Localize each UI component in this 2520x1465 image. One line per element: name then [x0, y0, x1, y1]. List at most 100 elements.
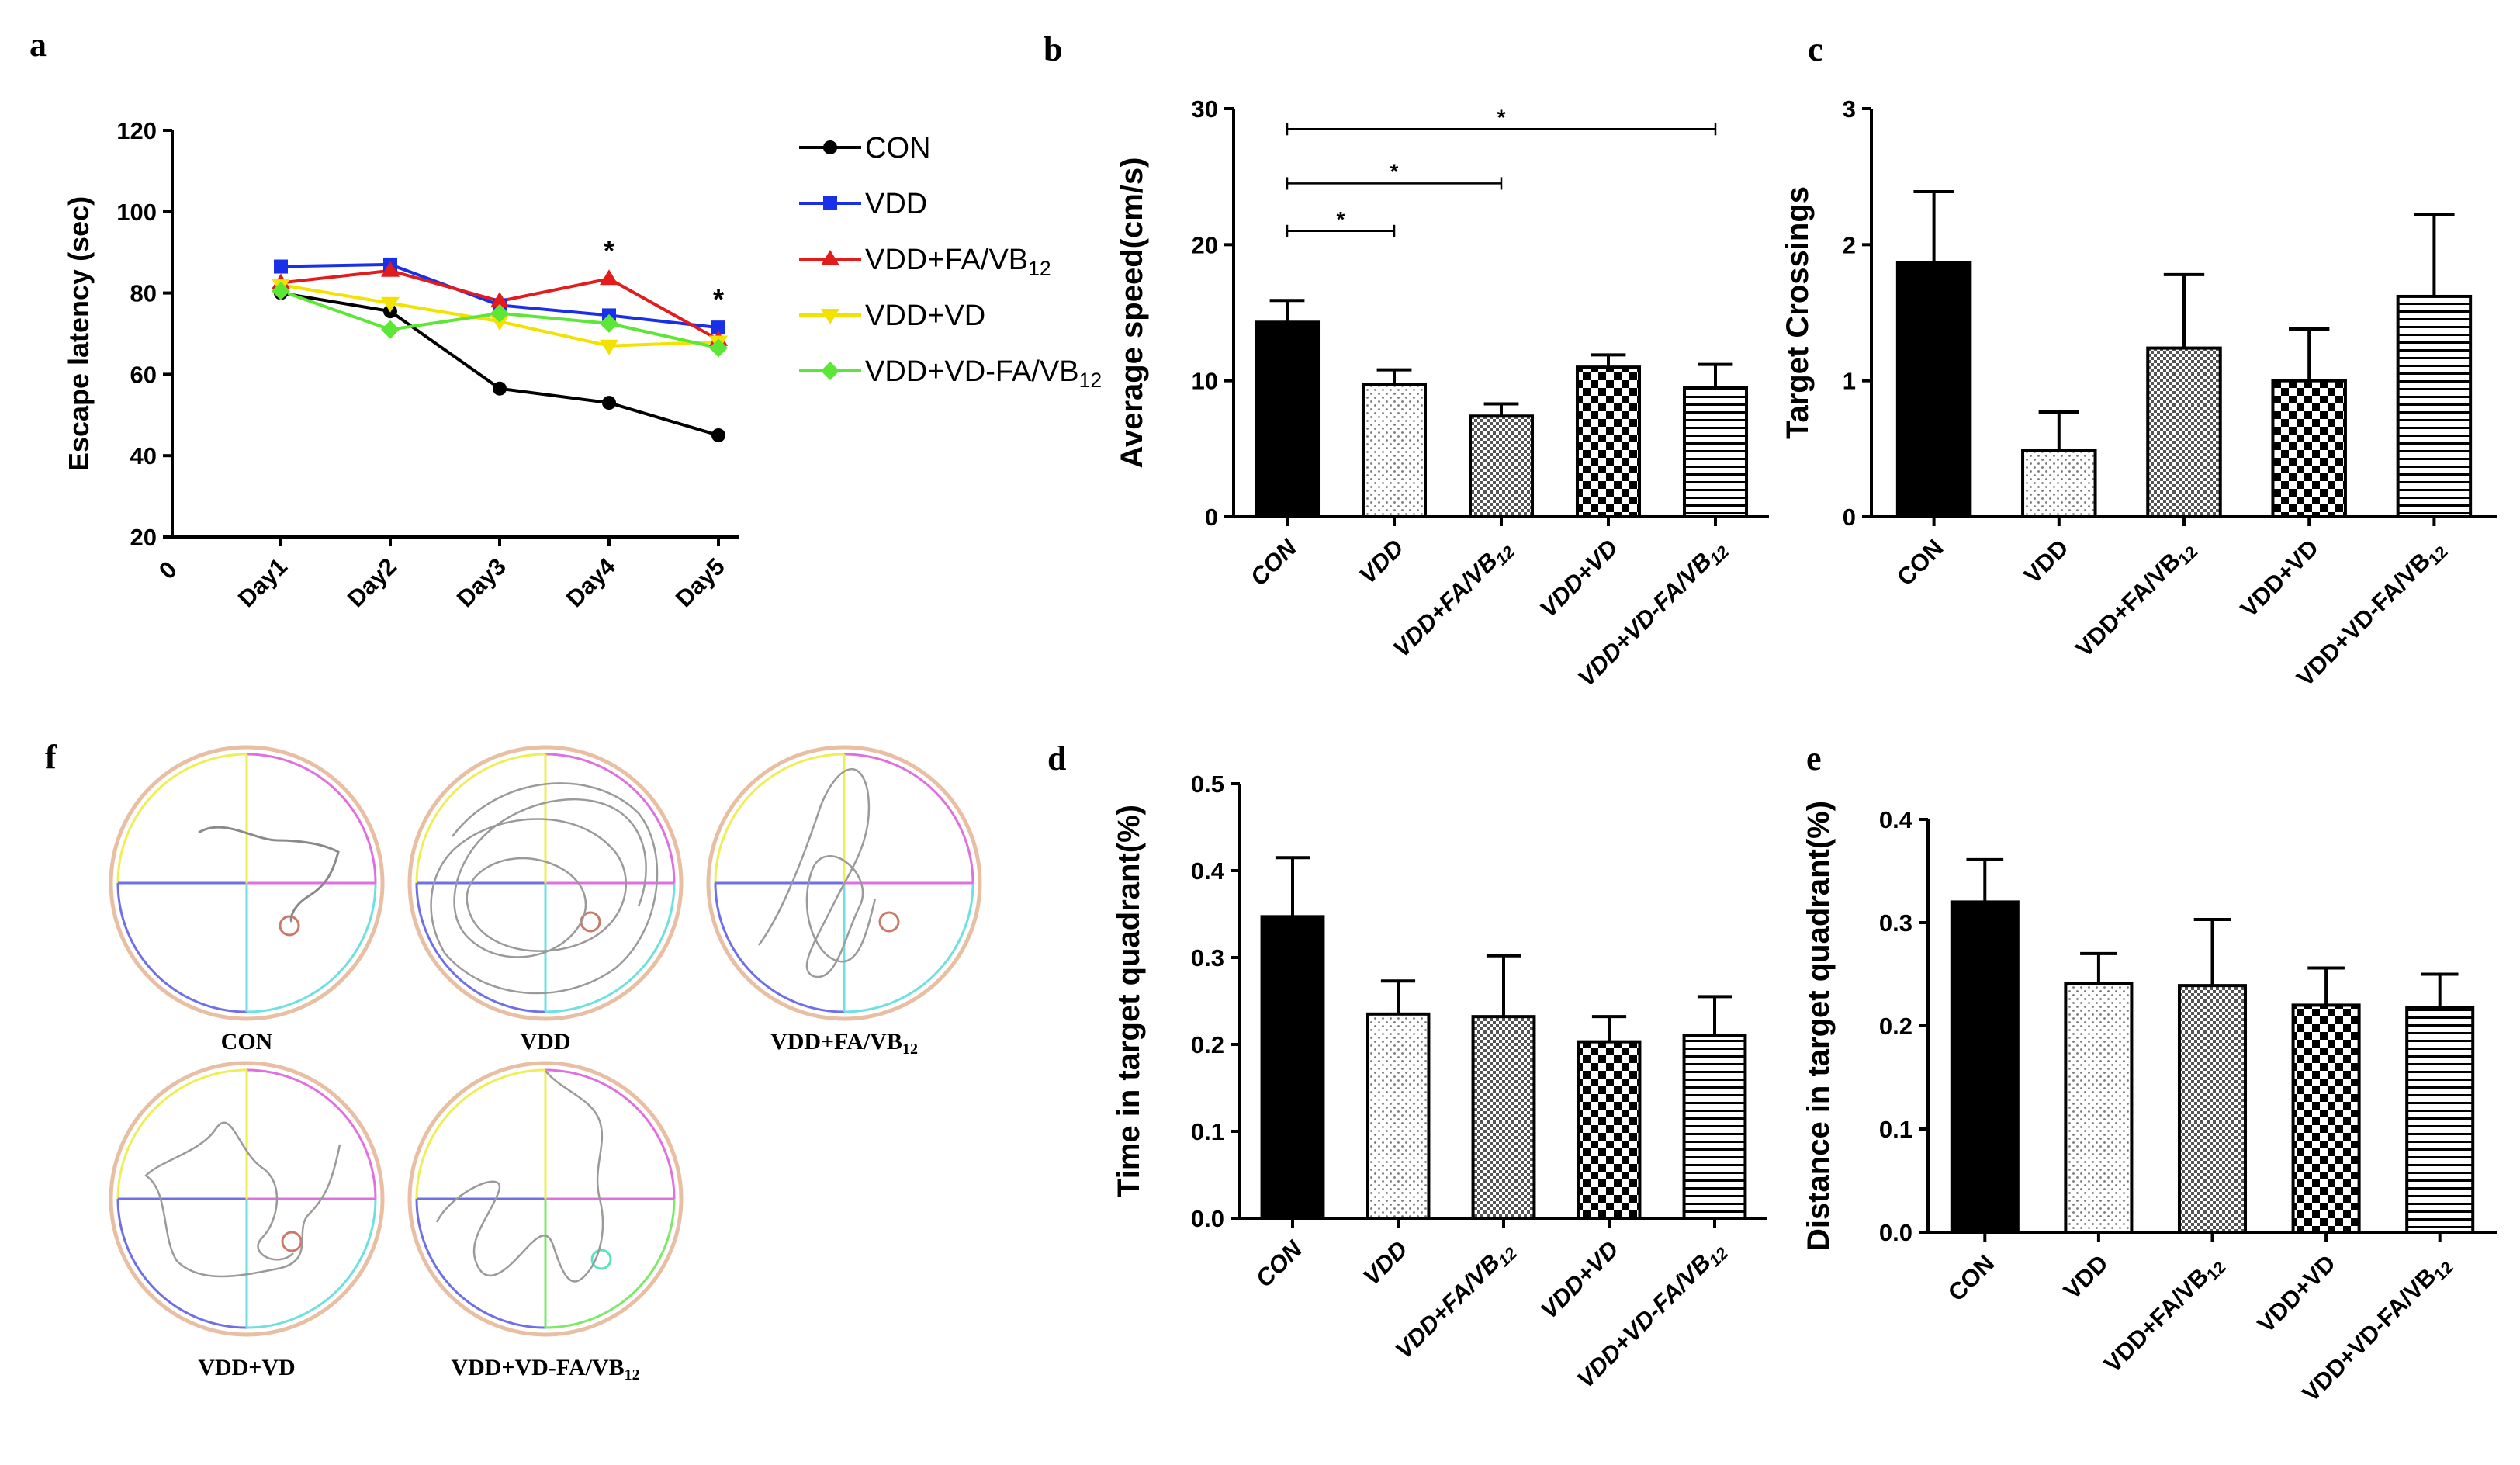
y-tick-label: 0.1: [1879, 1116, 1912, 1143]
quadrant-sw: [415, 1198, 546, 1329]
x-tick-label: CON: [1943, 1249, 1999, 1306]
quadrant-sw: [714, 882, 845, 1013]
bar: [2271, 379, 2347, 518]
panel-d-bar-chart: d 0.0 0.1 0.2 0.3 0.4 0.5 Time in target quadra…: [1047, 739, 1767, 1393]
arena-rim: [407, 1061, 684, 1337]
bar: [1361, 383, 1428, 518]
swim-path: [144, 1121, 341, 1278]
bar: [1682, 1034, 1747, 1221]
platform: [878, 911, 900, 933]
y-axis-title: Distance in target quadrant(%): [1802, 801, 1836, 1251]
bar: [1682, 386, 1749, 518]
legend-label: VDD+VD-FA/VB12: [865, 355, 1102, 392]
y-tick-label: 30: [1192, 95, 1218, 123]
y-tick-label: 0.0: [1879, 1219, 1912, 1246]
platform: [279, 915, 300, 937]
bar: [1471, 1015, 1536, 1221]
y-tick-label: 0.2: [1191, 1031, 1224, 1058]
x-tick-label: VDD: [2058, 1249, 2113, 1304]
bar: [1950, 900, 2020, 1235]
arena-vdd-fa-vb12-label: VDD+FA/VB12: [770, 1029, 918, 1058]
arena-rim: [109, 745, 385, 1021]
y-tick-label: 100: [116, 199, 157, 226]
y-tick-label: 0: [1843, 504, 1856, 531]
y-tick-label: 2: [1843, 231, 1856, 258]
swim-path: [198, 826, 340, 923]
x-tick-label: Day2: [342, 552, 402, 612]
significance-asterisk: *: [1497, 105, 1506, 129]
legend-label: CON: [865, 132, 930, 165]
data-point: [711, 320, 725, 335]
quadrant-ne: [545, 1068, 676, 1200]
y-tick-label: 0.1: [1191, 1118, 1224, 1145]
swim-path: [435, 1070, 604, 1283]
y-tick-label: 80: [130, 280, 157, 307]
quadrant-ne: [843, 753, 974, 884]
legend-label: VDD+FA/VB12: [865, 244, 1051, 280]
bar: [1575, 365, 1642, 518]
significance-asterisk: *: [713, 283, 724, 315]
quadrant-ne: [246, 1068, 377, 1200]
x-tick-label: VDD: [1358, 1235, 1413, 1290]
x-tick-label: CON: [1892, 534, 1948, 591]
panel-b-letter: b: [1044, 30, 1062, 68]
panel-e-bar-chart: e 0.0 0.1 0.2 0.3 0.4 Distance in target quadr…: [1802, 739, 2497, 1407]
y-tick-label: 0.3: [1191, 944, 1224, 971]
x-tick-label: CON: [1250, 1235, 1307, 1293]
x-tick-label: Day4: [561, 552, 621, 613]
data-point: [602, 396, 616, 410]
x-tick-label: VDD+FA/VB12: [2070, 534, 2201, 665]
y-tick-label: 1: [1843, 368, 1856, 395]
bar: [1577, 1040, 1642, 1221]
y-tick-label: 120: [116, 117, 157, 144]
x-tick-label: Day5: [670, 552, 730, 612]
significance-asterisk: *: [1337, 207, 1345, 231]
y-tick-label: 10: [1192, 368, 1218, 395]
y-tick-label: 0.4: [1191, 857, 1225, 885]
arena-vdd-fa-vb12: [706, 745, 982, 1021]
quadrant-nw: [116, 1068, 248, 1200]
legend-marker: [823, 140, 837, 154]
arena-rim: [407, 745, 684, 1021]
legend-marker: [821, 250, 839, 265]
arena-vdd: [407, 745, 684, 1021]
panel-c-letter: c: [1808, 30, 1823, 68]
significance-asterisk: *: [1390, 159, 1399, 183]
significance-asterisk: *: [604, 234, 614, 266]
bar: [1895, 261, 1972, 518]
arena-rim: [706, 745, 982, 1021]
quadrant-sw: [116, 882, 248, 1013]
quadrant-se: [843, 882, 974, 1013]
quadrant-sw: [116, 1198, 248, 1329]
quadrant-nw: [714, 753, 845, 884]
quadrant-se: [545, 1198, 676, 1329]
legend-marker: [821, 309, 839, 324]
arena-vdd-vd-fa-vb12-label: VDD+VD-FA/VB12: [451, 1355, 639, 1384]
y-tick-label: 0.4: [1879, 806, 1913, 833]
x-tick-label: CON: [1244, 534, 1302, 591]
quadrant-ne: [545, 753, 676, 884]
bar: [2396, 294, 2473, 518]
x-tick-label: VDD+VD: [1535, 534, 1623, 622]
arena-con: [109, 745, 385, 1021]
data-point: [381, 261, 400, 277]
x-origin-label: 0: [154, 556, 182, 584]
panel-f-letter: f: [45, 738, 57, 776]
bar: [2177, 984, 2248, 1234]
arena-vdd-vd-label: VDD+VD: [198, 1355, 295, 1380]
legend-label: VDD: [865, 188, 927, 220]
panel-e-letter: e: [1806, 739, 1822, 778]
quadrant-se: [246, 1198, 377, 1329]
quadrant-se: [246, 882, 377, 1013]
y-tick-label: 0.0: [1191, 1205, 1224, 1232]
x-tick-label: VDD+VD: [2235, 534, 2324, 622]
data-point: [274, 259, 288, 274]
panel-d-letter: d: [1047, 739, 1066, 778]
panel-a-letter: a: [29, 26, 47, 64]
data-point: [272, 281, 290, 300]
platform: [281, 1231, 303, 1252]
data-point: [490, 315, 509, 331]
data-point: [600, 313, 618, 333]
